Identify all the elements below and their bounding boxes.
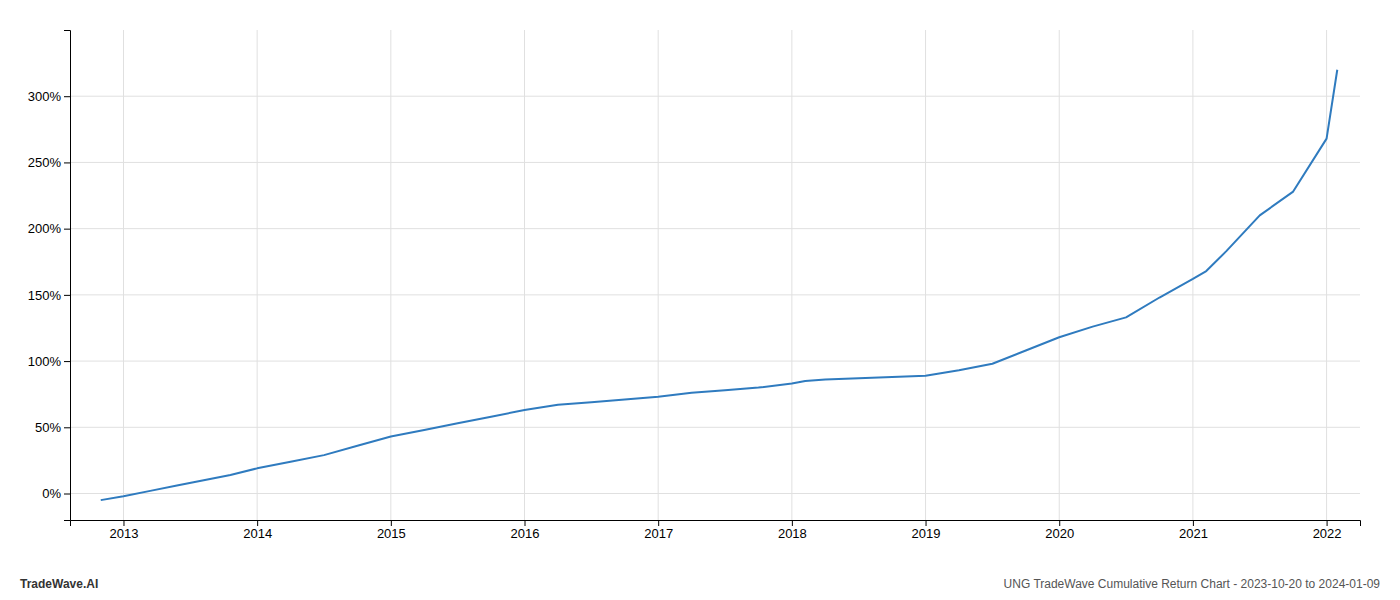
y-tick-label: 100% <box>28 354 62 369</box>
x-tick-label: 2014 <box>243 526 272 541</box>
grid-line-y <box>70 493 1360 494</box>
y-tick-mark <box>64 427 70 428</box>
x-tick: 2016 <box>511 520 540 541</box>
grid-line-x <box>658 30 659 520</box>
y-tick-mark <box>64 295 70 296</box>
x-tick: 2015 <box>377 520 406 541</box>
x-tick-label: 2013 <box>110 526 139 541</box>
x-tick-label: 2018 <box>778 526 807 541</box>
grid-line-x <box>123 30 124 520</box>
y-tick: 100% <box>28 354 70 369</box>
x-tick-label: 2019 <box>912 526 941 541</box>
x-tick-label: 2016 <box>511 526 540 541</box>
y-tick-mark <box>64 361 70 362</box>
x-tick-mark <box>792 520 793 526</box>
y-tick-mark <box>64 96 70 97</box>
x-axis: 2013 2014 2015 2016 2017 2018 2019 2020 2021 2022 <box>71 520 1361 541</box>
x-tick-mark <box>257 520 258 526</box>
footer-left: TradeWave.AI <box>20 577 98 591</box>
grid-line-y <box>70 96 1360 97</box>
x-tick-mark <box>658 520 659 526</box>
x-tick: 2021 <box>1179 520 1208 541</box>
grid-line-x <box>791 30 792 520</box>
x-tick-label: 2017 <box>644 526 673 541</box>
y-tick-label: 250% <box>28 155 62 170</box>
x-tick-label: 2020 <box>1045 526 1074 541</box>
x-tick: 2022 <box>1313 520 1342 541</box>
grid-line-x <box>257 30 258 520</box>
grid-line-x <box>524 30 525 520</box>
grid-line-x <box>1192 30 1193 520</box>
y-tick-mark <box>64 494 70 495</box>
x-tick: 2018 <box>778 520 807 541</box>
y-axis-line <box>64 31 71 521</box>
x-tick-mark <box>123 520 124 526</box>
plot-area <box>101 70 1338 500</box>
y-tick-label: 0% <box>42 486 61 501</box>
x-tick-label: 2021 <box>1179 526 1208 541</box>
x-tick: 2020 <box>1045 520 1074 541</box>
x-tick-label: 2022 <box>1313 526 1342 541</box>
y-tick: 150% <box>28 288 70 303</box>
grid-line-x <box>1059 30 1060 520</box>
grid-line-x <box>1326 30 1327 520</box>
y-tick-label: 200% <box>28 221 62 236</box>
footer: TradeWave.AI UNG TradeWave Cumulative Ret… <box>20 577 1380 591</box>
y-tick-label: 150% <box>28 288 62 303</box>
y-tick: 0% <box>42 486 70 501</box>
data-line <box>101 70 1338 500</box>
footer-right: UNG TradeWave Cumulative Return Chart - … <box>1004 577 1381 591</box>
x-tick-mark <box>1327 520 1328 526</box>
x-tick: 2017 <box>644 520 673 541</box>
grid-line-x <box>925 30 926 520</box>
x-tick-label: 2015 <box>377 526 406 541</box>
grid-line-y <box>70 162 1360 163</box>
y-tick-label: 300% <box>28 89 62 104</box>
x-tick-mark <box>1193 520 1194 526</box>
y-tick-mark <box>64 229 70 230</box>
grid-line-y <box>70 427 1360 428</box>
y-tick-label: 50% <box>35 420 61 435</box>
x-axis-line <box>71 521 1361 527</box>
y-tick: 200% <box>28 221 70 236</box>
x-tick-mark <box>1059 520 1060 526</box>
y-axis: 0% 50% 100% 150% 200% 250% 300% <box>28 31 71 521</box>
x-tick: 2019 <box>912 520 941 541</box>
grid-line-y <box>70 228 1360 229</box>
x-tick: 2013 <box>110 520 139 541</box>
x-tick-mark <box>926 520 927 526</box>
grid-line-y <box>70 361 1360 362</box>
grid-line-x <box>390 30 391 520</box>
grid <box>70 30 1360 520</box>
y-tick: 300% <box>28 89 70 104</box>
y-tick: 250% <box>28 155 70 170</box>
x-tick: 2014 <box>243 520 272 541</box>
y-tick-mark <box>64 162 70 163</box>
y-tick: 50% <box>35 420 70 435</box>
x-tick-mark <box>525 520 526 526</box>
chart: 2013 2014 2015 2016 2017 2018 2019 2020 2021 2022… <box>0 0 1400 600</box>
x-tick-mark <box>391 520 392 526</box>
